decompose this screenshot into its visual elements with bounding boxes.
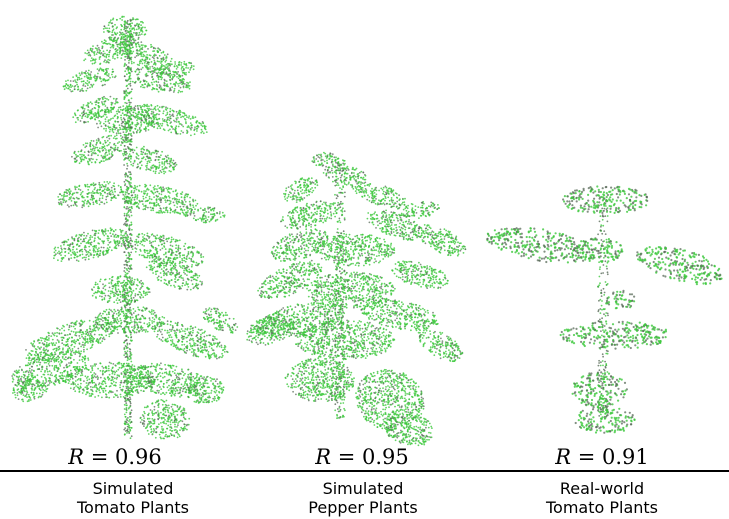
- caption-line: Tomato Plants: [76, 498, 190, 517]
- r-symbol: R: [315, 445, 332, 469]
- r-symbol: R: [555, 445, 572, 469]
- caption-real-tomato: Real-world Tomato Plants: [502, 479, 702, 517]
- caption-sim-tomato: Simulated Tomato Plants: [33, 479, 233, 517]
- r-symbol: R: [68, 445, 85, 469]
- caption-line: Simulated: [322, 479, 404, 498]
- r-value-sim-pepper: R = 0.95: [262, 445, 462, 469]
- caption-line: Simulated: [92, 479, 174, 498]
- r-value-real-tomato: R = 0.91: [502, 445, 702, 469]
- divider-line: [0, 470, 729, 472]
- r-value-sim-tomato: R = 0.96: [15, 445, 215, 469]
- plant-point-cloud-sim-pepper: [246, 151, 467, 447]
- caption-line: Tomato Plants: [545, 498, 659, 517]
- r-number: = 0.95: [337, 445, 409, 469]
- r-number: = 0.91: [577, 445, 649, 469]
- caption-line: Pepper Plants: [308, 498, 418, 517]
- caption-line: Real-world: [559, 479, 645, 498]
- plant-point-cloud-real-tomato: [486, 185, 723, 434]
- caption-sim-pepper: Simulated Pepper Plants: [263, 479, 463, 517]
- plant-point-cloud-sim-tomato: [11, 15, 239, 440]
- point-cloud-canvas: [11, 15, 723, 447]
- r-number: = 0.96: [90, 445, 162, 469]
